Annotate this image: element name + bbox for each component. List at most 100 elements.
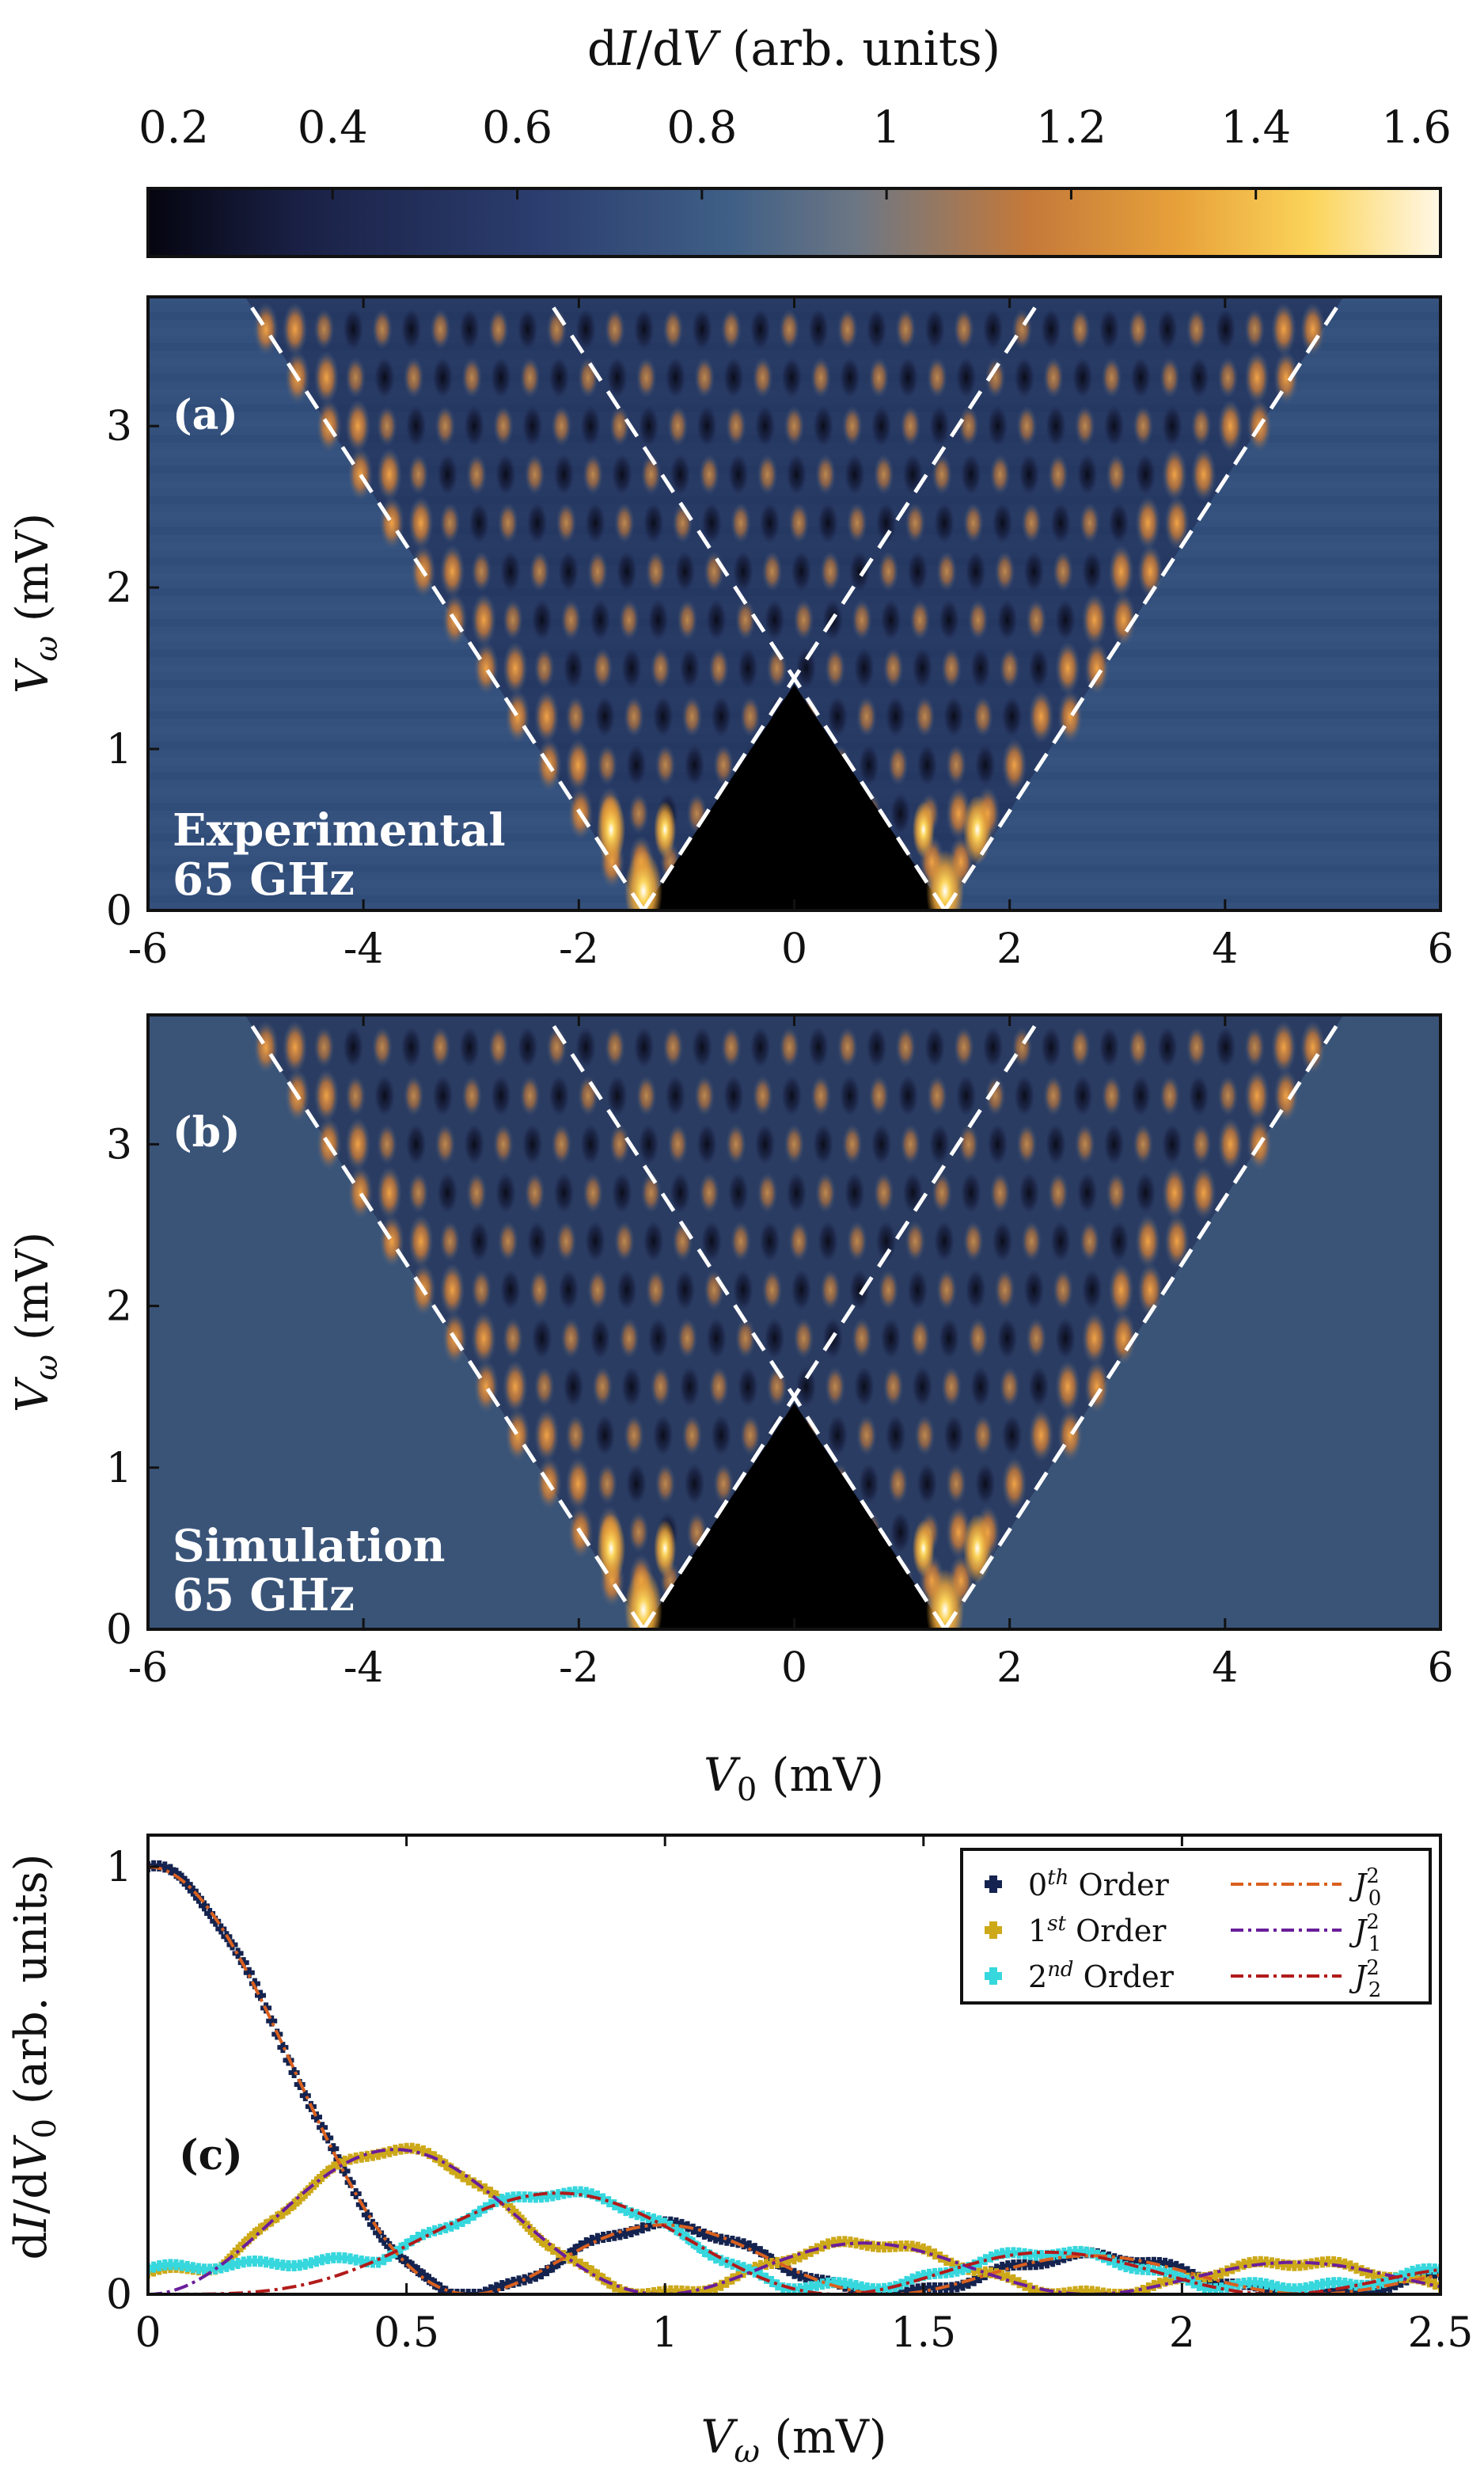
heatmap-peak [818,1220,839,1262]
heatmap-peak [1023,550,1045,592]
data-point [373,2227,385,2239]
data-point [547,2261,559,2273]
heatmap-peak [466,1172,488,1214]
data-point [917,2243,929,2255]
heatmap-peak [909,1317,931,1359]
heatmap-peak [488,308,509,350]
heatmap-peak [725,1123,746,1165]
data-point [547,2190,559,2202]
data-point [446,2163,457,2175]
heatmap-peak [967,599,989,640]
x-tick-label: 2 [1169,2309,1195,2357]
heatmap-peak [1050,1220,1072,1262]
data-point [1165,2274,1177,2286]
heatmap-peak [825,648,846,690]
heatmap-peak [1190,405,1212,447]
heatmap-peak [750,308,771,350]
legend-marker [985,1875,1002,1893]
data-point [929,2282,940,2293]
heatmap-peak [856,696,877,738]
heatmap-peak [890,792,911,834]
data-point [844,2278,856,2290]
heatmap-peak [594,696,616,738]
heatmap-peak [1135,496,1161,550]
data-point [480,2183,491,2195]
hotspot [926,849,965,910]
data-point [1204,2271,1216,2282]
heatmap-peak [587,550,609,592]
heatmap-peak [962,502,984,544]
y-tick-label: 2 [106,564,132,612]
data-point [1367,2269,1379,2281]
data-point [529,2191,541,2203]
data-point [1008,2247,1019,2259]
data-point [1047,2249,1059,2261]
data-point [1035,2258,1047,2270]
data-point [1316,2278,1328,2290]
heatmap-peak [1055,641,1081,696]
data-point [1238,2278,1250,2290]
heatmap-peak [313,1069,340,1123]
data-point [277,2259,289,2271]
heatmap-peak [403,1075,424,1117]
heatmap-peak [347,447,374,502]
data-point [457,2216,469,2228]
data-point [507,2276,519,2288]
heatmap-peak [895,308,917,350]
heatmap-peak [650,648,671,690]
data-point [373,2149,385,2160]
heatmap-peak [813,1123,834,1165]
heatmap-peak [1028,1366,1049,1408]
heatmap-peak [1300,302,1326,356]
data-point [1283,2282,1295,2294]
data-point [654,2215,666,2227]
heatmap-peak [853,648,875,690]
heatmap-peak [779,308,800,350]
data-point [1423,2263,1435,2274]
heatmap-peak [633,308,655,350]
data-point [957,2279,969,2291]
heatmap-peak [667,1123,689,1165]
heatmap-peak [1001,1457,1027,1511]
data-point [754,2269,766,2281]
data-point [266,2015,278,2027]
data-point [255,2223,266,2235]
data-point [1154,2257,1165,2269]
heatmap-peak [1162,447,1188,502]
data-point [996,2248,1008,2259]
data-point [906,2240,918,2252]
heatmap-peak [1270,302,1296,356]
data-point [665,2220,677,2232]
data-point [856,2281,867,2293]
heatmap-peak [900,1123,921,1165]
heatmap-peak [652,696,674,738]
data-point [946,2267,958,2278]
data-point [799,2282,811,2293]
heatmap-peak [590,599,611,640]
data-point [636,2222,648,2234]
heatmap-peak [1101,1075,1122,1117]
data-point [625,2226,637,2238]
hotspot [962,795,992,865]
heatmap-peak [1188,1075,1209,1117]
heatmap-peak [1050,502,1072,544]
heatmap-peak [519,356,541,398]
heatmap-peak [502,1359,528,1414]
data-point [704,2284,715,2294]
data-point [1198,2282,1210,2293]
data-point [1243,2277,1255,2289]
data-point [1154,2265,1165,2277]
heatmap-peak [844,454,865,496]
heatmap-peak [1215,1026,1236,1068]
data-point [822,2277,834,2289]
heatmap-peak [526,502,548,544]
heatmap-peak [636,1075,657,1117]
legend-marker [985,1921,1002,1939]
heatmap-peak [1135,454,1156,496]
heatmap-peak [553,1172,575,1214]
dashed-line [641,297,1044,910]
heatmap-peak [587,1269,609,1311]
data-point [710,2282,722,2294]
data-point [1086,2248,1098,2259]
data-point [1193,2280,1205,2292]
